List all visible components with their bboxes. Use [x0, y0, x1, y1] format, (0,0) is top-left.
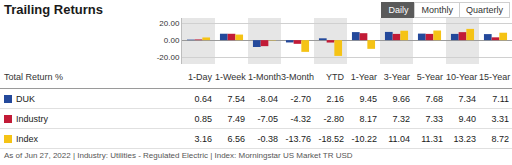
- html-text:-7.05: -7.05: [257, 113, 278, 124]
- html-text:6.56: 6.56: [227, 133, 245, 144]
- html-text:0.64: 0.64: [194, 93, 212, 104]
- html-text:-4.32: -4.32: [290, 113, 311, 124]
- html-text:8.72: 8.72: [491, 133, 509, 144]
- html-text:Quarterly: Quarterly: [466, 5, 503, 15]
- html-text:11.04: 11.04: [388, 133, 410, 144]
- html-text:1-Day 1-Week 1-Month 3-Month: 1-Day 1-Week 1-Month 3-Month: [188, 72, 314, 82]
- html-text:2.16: 2.16: [326, 93, 344, 104]
- html-text:Daily: Daily: [388, 5, 409, 15]
- html-text:-2.80: -2.80: [323, 113, 344, 124]
- html-text:0.85: 0.85: [194, 113, 212, 124]
- html-text:7.11: 7.11: [492, 93, 509, 104]
- html-text:-2.70: -2.70: [290, 93, 311, 104]
- html-text:11.31: 11.31: [421, 133, 443, 144]
- html-text:13.23: 13.23: [453, 133, 476, 144]
- html-text:7.34: 7.34: [458, 93, 476, 104]
- svg-text:20.00: 20.00: [159, 19, 180, 28]
- html-text:7.68: 7.68: [425, 93, 443, 104]
- html-text:YTD: YTD: [326, 72, 344, 82]
- html-text:7.32: 7.32: [392, 113, 410, 124]
- html-text:-0.38: -0.38: [257, 133, 278, 144]
- html-text:As of Jun 27, 2022 | Industry:: As of Jun 27, 2022 | Industry: Utilities…: [4, 151, 353, 160]
- html-text:Total Return %: Total Return %: [4, 72, 63, 82]
- html-text:7.49: 7.49: [227, 113, 245, 124]
- html-text:3-Year: 3-Year: [383, 72, 410, 82]
- html-text:Industry: Industry: [16, 113, 48, 124]
- html-text:-13.76: -13.76: [285, 133, 311, 144]
- html-text:1-Year: 1-Year: [350, 72, 377, 82]
- html-text:Trailing Returns: Trailing Returns: [4, 2, 103, 17]
- svg-text:0.00: 0.00: [164, 36, 180, 45]
- html-text:Monthly: Monthly: [421, 5, 453, 15]
- html-text:-10.22: -10.22: [351, 133, 377, 144]
- html-text:-18.52: -18.52: [318, 133, 344, 144]
- html-text:9.40: 9.40: [458, 113, 476, 124]
- html-text:DUK: DUK: [16, 93, 35, 104]
- html-text:5-Year 10-Year 15-Year: 5-Year 10-Year 15-Year: [416, 72, 511, 82]
- html-text:9.45: 9.45: [359, 93, 377, 104]
- svg-text:-20.00: -20.00: [157, 53, 180, 62]
- html-text:7.54: 7.54: [227, 93, 245, 104]
- html-text:9.66: 9.66: [392, 93, 410, 104]
- html-text:8.17: 8.17: [359, 113, 377, 124]
- html-text:7.33: 7.33: [425, 113, 443, 124]
- html-text:3.31: 3.31: [491, 113, 509, 124]
- html-text:3.16: 3.16: [194, 133, 212, 144]
- html-text:Index: Index: [16, 133, 38, 144]
- html-text:-8.04: -8.04: [257, 93, 278, 104]
